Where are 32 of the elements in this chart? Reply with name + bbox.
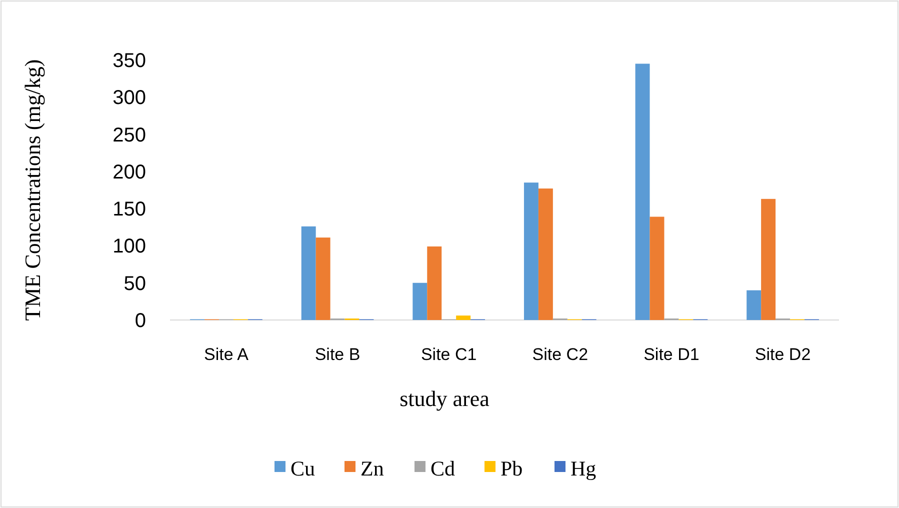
legend-label: Pb	[500, 456, 523, 480]
legend-label: Cd	[430, 456, 456, 480]
legend-label: Cu	[290, 456, 316, 480]
x-tick-label: Site C2	[532, 345, 588, 364]
x-tick-label: Site D2	[754, 345, 811, 364]
bar	[650, 216, 664, 320]
bar	[456, 316, 471, 320]
y-tick-label: 100	[112, 236, 146, 258]
y-tick-label: 350	[112, 50, 146, 72]
y-tick-label: 50	[124, 272, 146, 295]
bar	[301, 226, 316, 320]
y-tick-label: 300	[112, 87, 146, 110]
bar	[427, 246, 442, 320]
y-tick-label: 200	[112, 161, 146, 184]
y-tick-label: 0	[134, 310, 146, 332]
bar	[746, 290, 762, 320]
bar	[538, 188, 553, 320]
bar	[635, 64, 650, 320]
y-tick-label: 150	[112, 198, 146, 221]
bar	[524, 182, 538, 320]
x-tick-label: Site B	[314, 345, 360, 364]
legend-label: Hg	[570, 456, 597, 480]
x-tick-label: Site C1	[420, 345, 477, 364]
bar	[412, 282, 428, 320]
legend-label: Zn	[360, 456, 384, 480]
y-axis-title: TME Concentrations (mg/kg)	[20, 59, 45, 321]
x-tick-label: Site D1	[644, 345, 700, 364]
y-tick-label: 250	[112, 124, 146, 146]
x-tick-label: Site A	[204, 345, 250, 364]
x-axis-title: study area	[400, 386, 490, 411]
bar	[761, 198, 776, 320]
bar	[316, 238, 330, 320]
